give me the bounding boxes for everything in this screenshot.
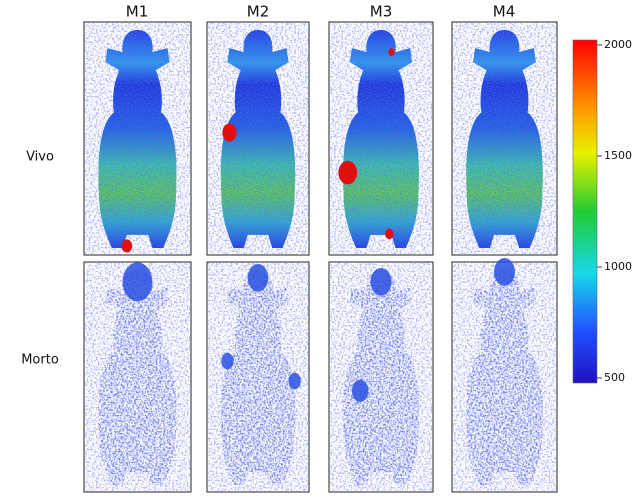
colorbar bbox=[572, 39, 598, 384]
column-label: M1 bbox=[126, 3, 149, 21]
column-label: M3 bbox=[370, 3, 393, 21]
signal-blob bbox=[221, 352, 234, 370]
signal-blob bbox=[288, 372, 301, 390]
column-label: M4 bbox=[493, 3, 516, 21]
colorbar-tick-label: 500 bbox=[604, 371, 625, 384]
column-label: M2 bbox=[247, 3, 270, 21]
image-panels bbox=[83, 21, 558, 493]
image-panel bbox=[206, 21, 310, 256]
hot-spot bbox=[388, 48, 395, 57]
hot-spot bbox=[222, 123, 237, 142]
image-panel bbox=[451, 21, 558, 256]
image-panel bbox=[451, 258, 558, 493]
colorbar-tick-label: 2000 bbox=[604, 38, 632, 51]
signal-blob bbox=[494, 258, 515, 286]
signal-blob bbox=[122, 262, 153, 302]
image-panel bbox=[83, 21, 192, 256]
colorbar-tick-label: 1500 bbox=[604, 149, 632, 162]
colorbar-tick-label: 1000 bbox=[604, 260, 632, 273]
image-panel bbox=[206, 261, 310, 493]
image-panel bbox=[328, 21, 434, 256]
row-label: Vivo bbox=[26, 150, 54, 165]
image-panel bbox=[328, 261, 434, 493]
signal-blob bbox=[247, 263, 269, 292]
hot-spot bbox=[385, 228, 394, 240]
colorbar-ticks: 500 1000 1500 2000 bbox=[597, 38, 632, 384]
image-panel bbox=[83, 261, 192, 493]
hot-spot bbox=[338, 160, 358, 185]
row-label: Morto bbox=[21, 353, 59, 368]
hot-spot bbox=[121, 239, 133, 253]
signal-blob bbox=[370, 267, 392, 296]
signal-blob bbox=[351, 379, 369, 402]
